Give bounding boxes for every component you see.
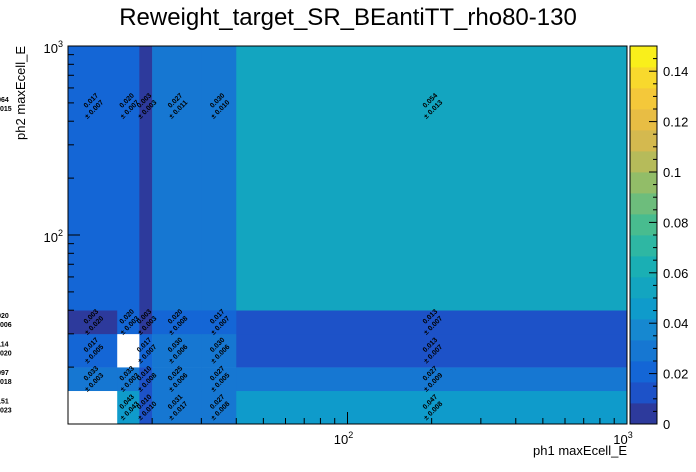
colorbar-band — [630, 361, 657, 383]
cell-error-label: ± 0.006 — [0, 322, 12, 329]
y-axis-label: ph2 maxEcell_E — [13, 46, 28, 140]
colorbar-band — [630, 88, 657, 110]
cell-value-label: 0.151 — [0, 398, 9, 405]
colorbar-band — [630, 298, 657, 320]
heatmap-cell — [117, 390, 140, 425]
cell-error-label: ± 0.018 — [0, 379, 12, 386]
heatmap-cell — [236, 367, 628, 392]
heatmap-cell — [139, 333, 153, 368]
cell-value-label: 0.064 — [0, 97, 9, 104]
heatmap-cell — [117, 333, 140, 368]
heatmap-cell — [201, 390, 237, 425]
heatmap-cell — [117, 367, 140, 392]
colorbar-tick-label: 0.1 — [663, 165, 681, 180]
colorbar-band — [630, 172, 657, 194]
heatmap-cell — [139, 46, 153, 311]
y-tick-label: 103 — [44, 39, 63, 56]
heatmap-cells — [68, 46, 628, 425]
heatmap-cell — [152, 333, 202, 368]
chart-title: Reweight_target_SR_BEantiTT_rho80-130 — [119, 4, 577, 31]
heatmap-cell — [152, 390, 202, 425]
colorbar-band — [630, 382, 657, 404]
heatmap-cell — [139, 390, 153, 425]
heatmap-cell — [68, 310, 118, 335]
colorbar-band — [630, 214, 657, 236]
cell-value-label: 0.114 — [0, 341, 9, 348]
colorbar-band — [630, 256, 657, 278]
colorbar-tick-label: 0.02 — [663, 367, 688, 382]
colorbar-band — [630, 277, 657, 299]
colorbar-band — [630, 319, 657, 341]
heatmap-cell — [236, 46, 628, 311]
colorbar-band — [630, 67, 657, 89]
heatmap-cell — [236, 310, 628, 335]
cell-value-label: 0.020 — [0, 313, 9, 320]
heatmap-cell — [68, 333, 118, 368]
heatmap-cell — [68, 390, 118, 425]
y-tick-label: 102 — [44, 228, 63, 245]
colorbar-band — [630, 403, 657, 425]
heatmap-cell — [152, 367, 202, 392]
heatmap-cell — [117, 310, 140, 335]
colorbar-tick-label: 0.08 — [663, 215, 688, 230]
colorbar-tick-label: 0 — [663, 417, 670, 432]
cell-error-label: ± 0.023 — [0, 407, 12, 414]
x-axis-label: ph1 maxEcell_E — [533, 443, 627, 458]
cell-error-label: ± 0.015 — [0, 106, 12, 113]
colorbar-band — [630, 109, 657, 131]
y-axis: 102 103 — [44, 39, 80, 425]
heatmap-cell — [201, 333, 237, 368]
colorbar-band — [630, 235, 657, 257]
heatmap-cell — [139, 310, 153, 335]
colorbar-tick-label: 0.04 — [663, 316, 688, 331]
colorbar-tick-label: 0.06 — [663, 266, 688, 281]
colorbar-band — [630, 193, 657, 215]
colorbar-band — [630, 151, 657, 173]
heatmap-cell — [139, 367, 153, 392]
colorbar-band — [630, 130, 657, 152]
x-tick-label: 102 — [334, 430, 353, 447]
colorbar-band — [630, 46, 657, 68]
cell-value-label: 0.097 — [0, 370, 9, 377]
heatmap-cell — [68, 367, 118, 392]
colorbar-tick-label: 0.14 — [663, 64, 688, 79]
heatmap-cell — [201, 367, 237, 392]
heatmap-cell — [152, 310, 202, 335]
x-tick-label: 103 — [613, 430, 632, 447]
colorbar: 0 0.02 0.04 0.06 0.08 0.1 0.12 0.14 — [629, 45, 688, 432]
cell-error-label: ± 0.020 — [0, 350, 12, 357]
heatmap-cell — [236, 333, 628, 368]
heatmap-cell — [201, 46, 237, 311]
x-axis: 102 103 — [67, 412, 633, 447]
heatmap-cell — [117, 46, 140, 311]
heatmap-cell — [152, 46, 202, 311]
colorbar-band — [630, 340, 657, 362]
heatmap-cell — [201, 310, 237, 335]
colorbar-tick-label: 0.12 — [663, 115, 688, 130]
heatmap-cell — [68, 46, 118, 311]
